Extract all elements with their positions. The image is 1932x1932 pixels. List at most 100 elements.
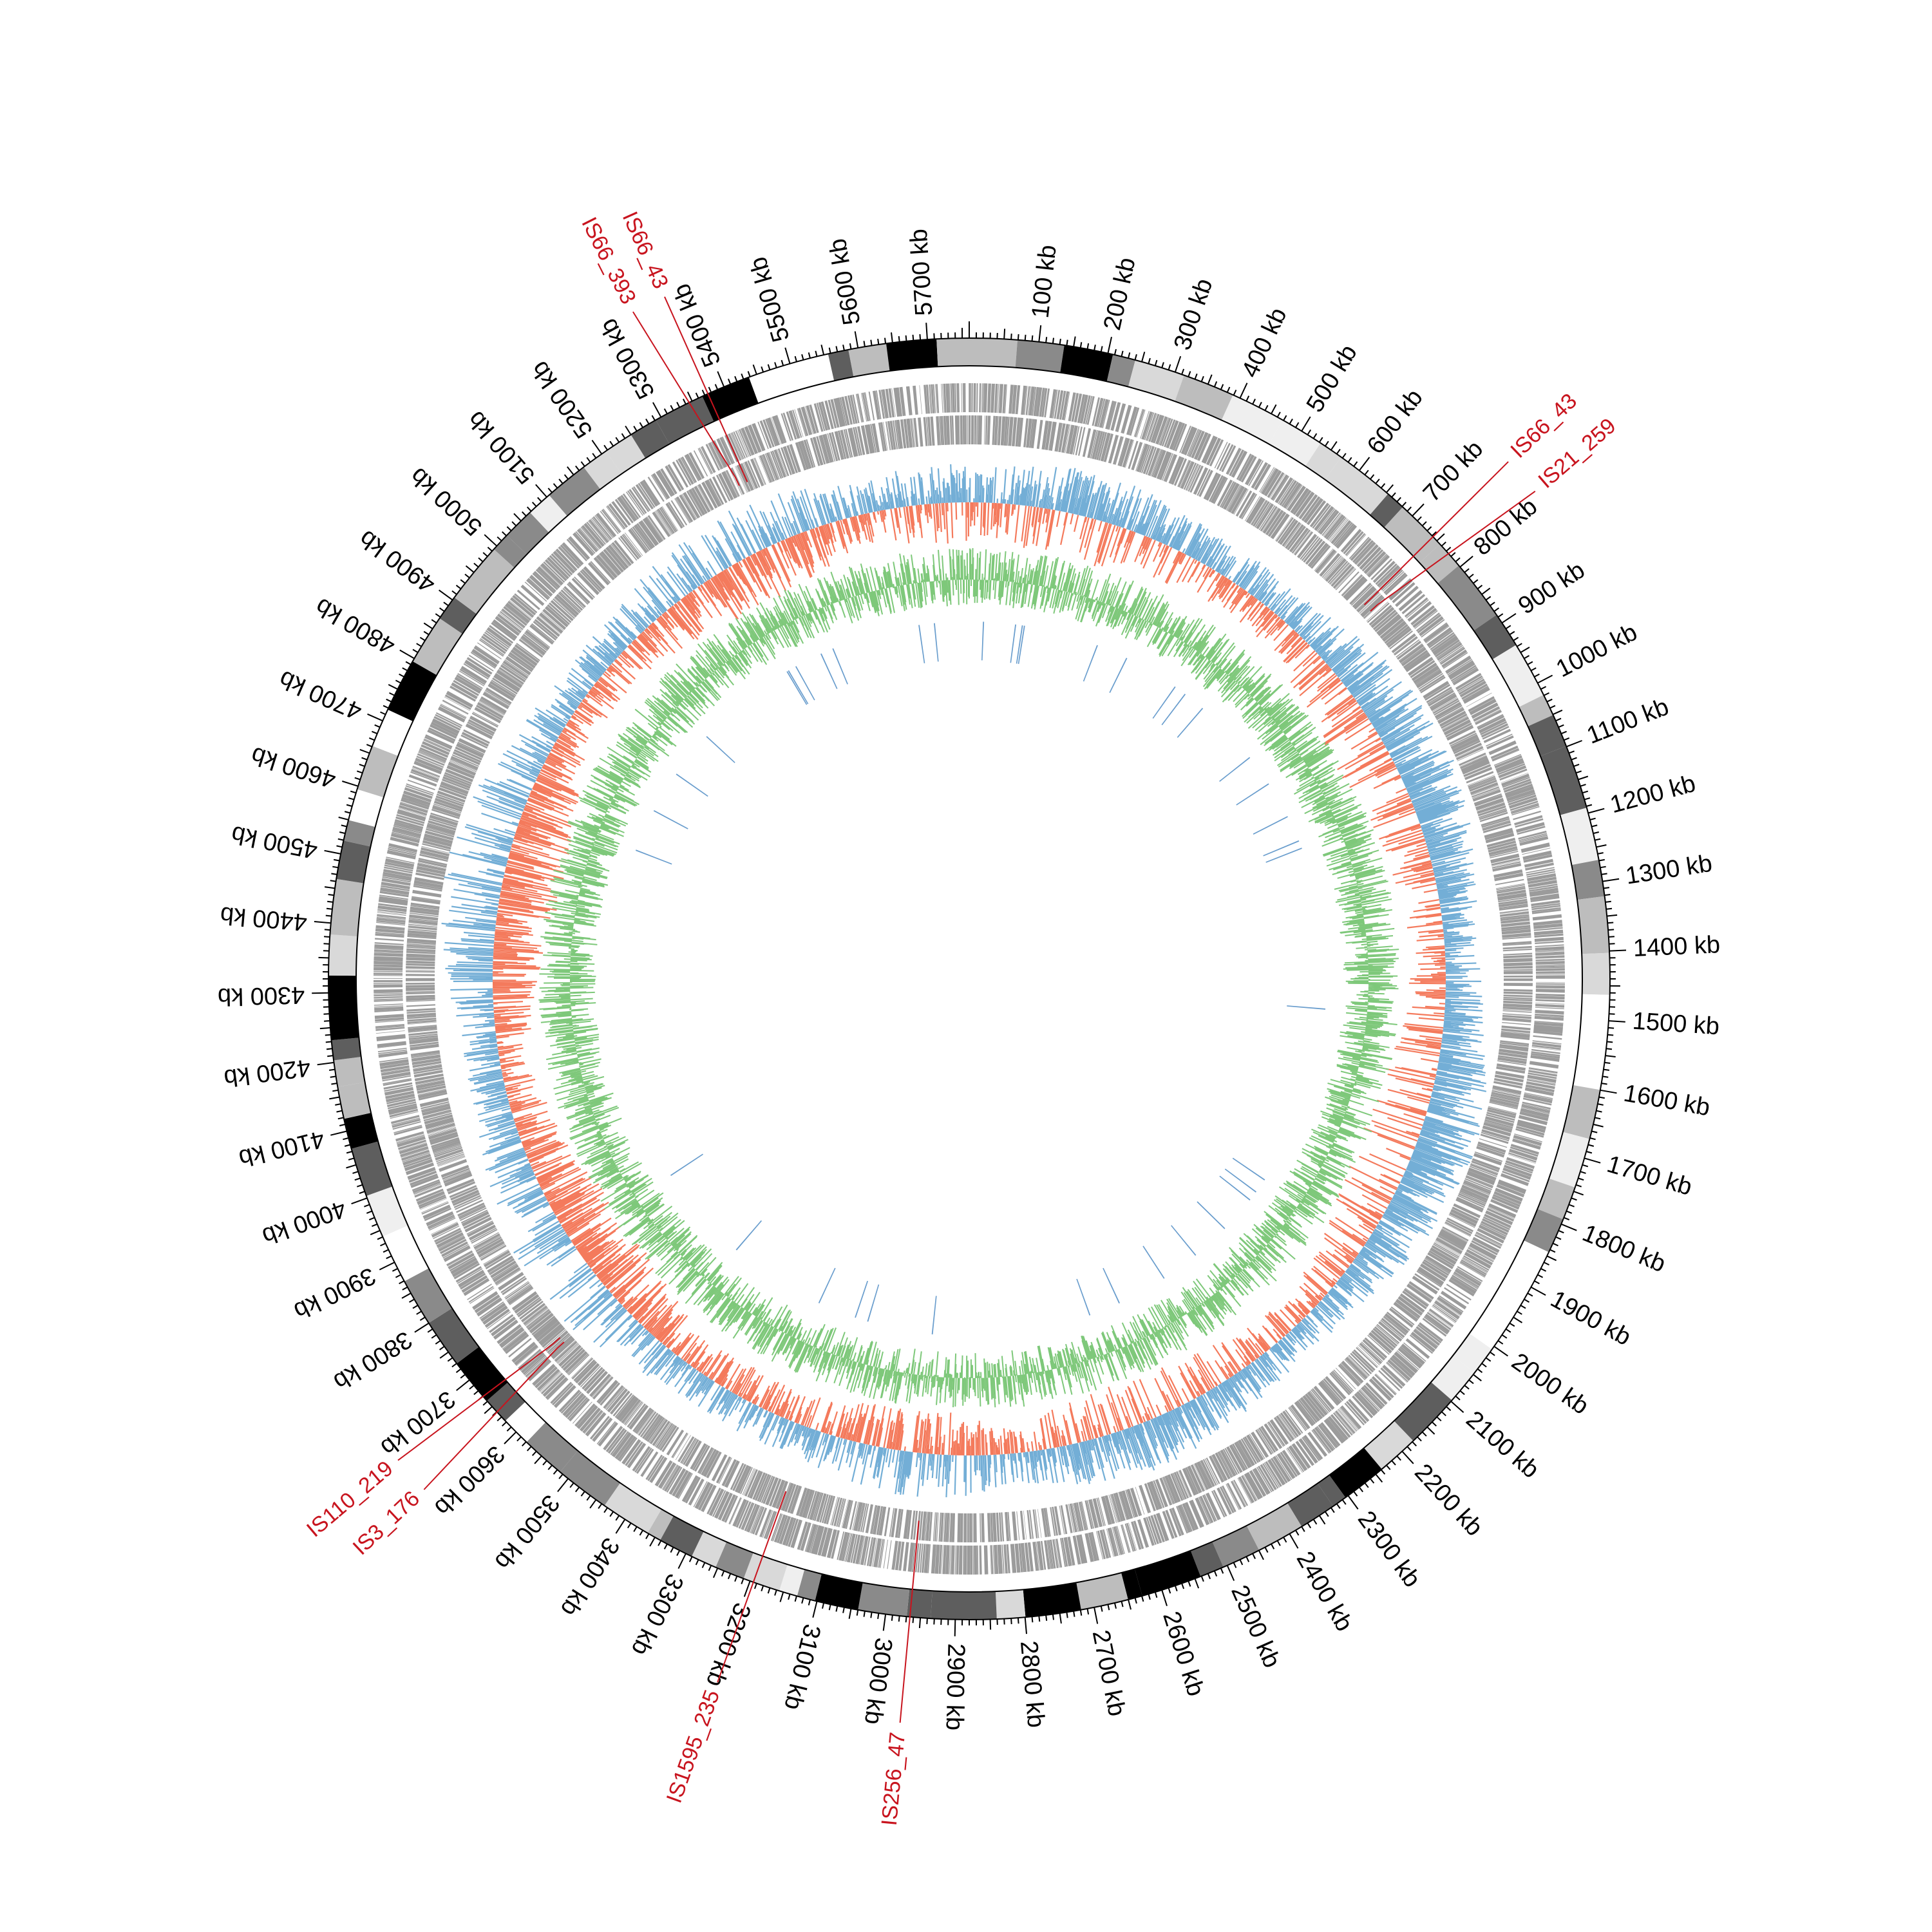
tick-label: 2900 kb — [941, 1643, 970, 1730]
is-marker — [1363, 597, 1372, 605]
tick-label: 5100 kb — [462, 406, 540, 489]
is-connector — [899, 1530, 919, 1723]
karyotype-band — [1364, 1421, 1414, 1470]
is-marker — [556, 1341, 565, 1349]
karyotype-band — [995, 1589, 1026, 1620]
tick-label: 700 kb — [1418, 435, 1488, 507]
karyotype-band — [1431, 1356, 1475, 1401]
gc-content-line — [538, 548, 1399, 1408]
karyotype-band — [1519, 695, 1553, 726]
tick-label: 2400 kb — [1291, 1547, 1358, 1636]
is-marker — [743, 473, 748, 482]
scale-ticks — [312, 321, 1627, 1636]
is-marker — [552, 1337, 561, 1345]
karyotype-band — [630, 420, 670, 459]
karyotype-band — [858, 1582, 910, 1617]
karyotype-band — [1540, 746, 1587, 815]
tick-label: 2200 kb — [1409, 1459, 1488, 1541]
tick-label: 600 kb — [1362, 384, 1428, 459]
karyotype-band — [1135, 1550, 1201, 1596]
tick-label: 4500 kb — [229, 820, 320, 864]
tick-label: 3200 kb — [701, 1599, 756, 1690]
is-connector — [1370, 461, 1509, 599]
karyotype-band — [388, 661, 437, 721]
karyotype-band — [1537, 1178, 1575, 1220]
is-marker — [734, 477, 740, 486]
gc-skew-positive — [441, 464, 1487, 1497]
karyotype-band — [1121, 1569, 1142, 1600]
karyotype-band — [1573, 1043, 1607, 1090]
is-connector — [423, 1348, 558, 1490]
karyotype-band — [848, 343, 890, 377]
tick-label: 5000 kb — [405, 462, 488, 540]
karyotype-band — [660, 1515, 704, 1557]
karyotype-band — [328, 975, 359, 1041]
karyotype-band — [779, 1564, 805, 1596]
karyotype-band — [549, 467, 601, 516]
karyotype-band — [1221, 395, 1283, 444]
tick-label: 1400 kb — [1633, 931, 1721, 962]
tick-label: 5700 kb — [905, 228, 938, 317]
karyotype-band — [348, 789, 384, 827]
tick-label: 5500 kb — [744, 254, 795, 345]
karyotype-band — [1571, 860, 1605, 900]
karyotype-band — [372, 728, 405, 756]
karyotype-band — [1175, 375, 1233, 421]
karyotype-band — [748, 368, 784, 403]
karyotype-band — [379, 709, 413, 739]
karyotype-band — [647, 1509, 674, 1540]
karyotype-band — [357, 746, 399, 798]
tick-label: 1200 kb — [1607, 770, 1698, 819]
karyotype-band — [1287, 1483, 1334, 1527]
coverage-ring-highlights — [635, 621, 1326, 1335]
tick-label: 3400 kb — [555, 1533, 625, 1621]
tick-label: 2700 kb — [1087, 1628, 1131, 1719]
karyotype-band — [907, 1589, 933, 1619]
tick-label: 300 kb — [1169, 275, 1218, 354]
karyotype-band — [1469, 1294, 1519, 1350]
coverage-ring-gaps — [611, 621, 1327, 1337]
karyotype-band — [1495, 1271, 1533, 1309]
tick-label: 800 kb — [1469, 493, 1542, 562]
karyotype-band — [454, 549, 515, 614]
tick-label: 1900 kb — [1546, 1285, 1636, 1351]
karyotype-band — [1060, 345, 1113, 382]
karyotype-band — [505, 1401, 546, 1443]
karyotype-band — [797, 1569, 822, 1601]
is-connector — [632, 311, 736, 478]
karyotype-band — [560, 1450, 620, 1506]
tick-label: 1600 kb — [1622, 1080, 1712, 1122]
tick-label: 1700 kb — [1604, 1151, 1695, 1201]
is-connector — [664, 296, 744, 474]
tick-label: 5600 kb — [824, 236, 866, 327]
karyotype-band — [1106, 354, 1135, 387]
tick-label: 3500 kb — [489, 1490, 565, 1575]
karyotype-band — [1317, 1475, 1346, 1506]
tick-label: 4700 kb — [275, 665, 366, 725]
tick-label: 4200 kb — [222, 1054, 312, 1092]
karyotype-band — [1329, 1448, 1382, 1498]
tick-label: 3100 kb — [779, 1622, 826, 1712]
tick-label: 4000 kb — [259, 1195, 350, 1250]
karyotype-band — [1269, 420, 1321, 466]
karyotype-band — [1190, 1541, 1224, 1577]
karyotype-band — [1582, 952, 1611, 995]
karyotype-band — [1560, 808, 1599, 866]
tick-label: 2800 kb — [1015, 1640, 1050, 1728]
karyotype-band — [493, 535, 527, 568]
is-marker — [1370, 604, 1378, 612]
karyotype-band — [1437, 565, 1497, 631]
karyotype-band — [1492, 645, 1544, 707]
tick-label: 1800 kb — [1578, 1220, 1669, 1278]
karyotype-band — [815, 1574, 863, 1610]
tick-label: 3000 kb — [859, 1636, 897, 1727]
tick-label: 200 kb — [1099, 255, 1141, 332]
tick-label: 3600 kb — [429, 1440, 509, 1520]
karyotype-band — [1128, 360, 1184, 402]
karyotype-band — [1508, 1240, 1549, 1285]
karyotype-band — [506, 512, 549, 554]
karyotype-band-ring — [328, 337, 1611, 1620]
karyotype-band — [334, 1057, 365, 1087]
tick-label: 500 kb — [1302, 340, 1363, 417]
karyotype-band — [344, 1113, 379, 1149]
